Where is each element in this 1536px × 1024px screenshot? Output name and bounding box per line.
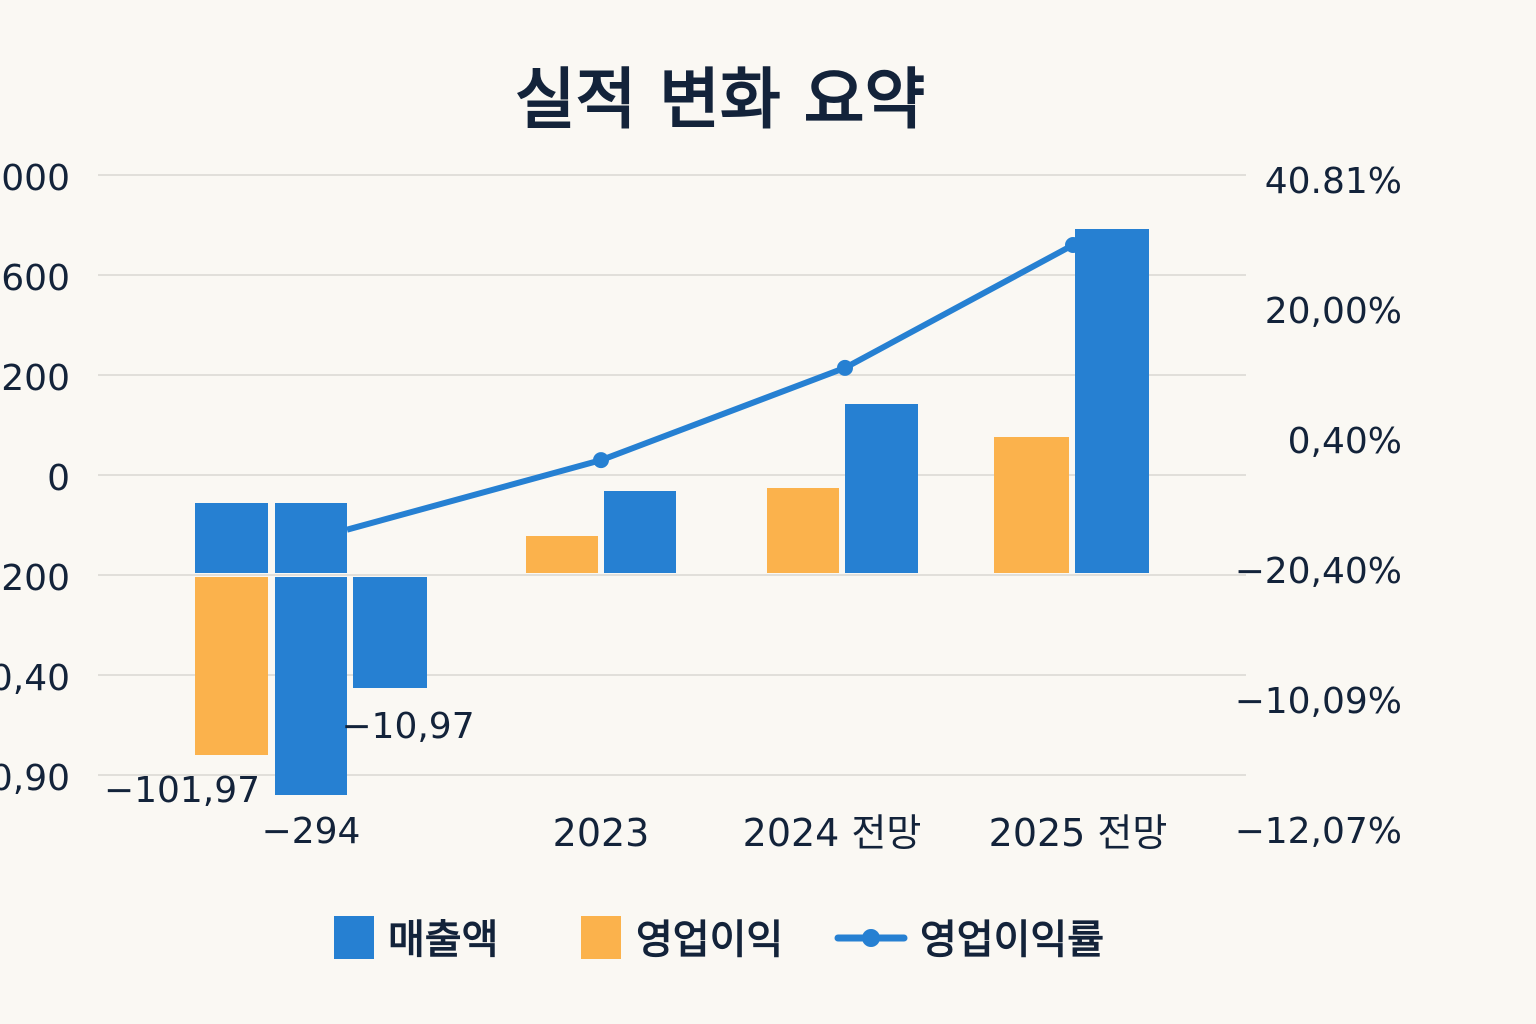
left-tick-label: 0,40 xyxy=(0,658,70,699)
bar-operating-profit xyxy=(994,437,1069,573)
category-label: 2023 xyxy=(553,811,650,855)
legend: 매출액 영업이익 영업이익률 xyxy=(334,916,1104,963)
chart-title: 실적 변화 요약 xyxy=(515,61,925,138)
left-tick-label: 600 xyxy=(1,258,70,299)
left-tick-label: 200 xyxy=(1,558,70,599)
line-point xyxy=(837,359,853,376)
legend-label: 매출액 xyxy=(388,917,498,963)
left-tick-label: 200 xyxy=(1,358,70,399)
left-tick-label: 0 xyxy=(47,458,70,499)
category-label: 2024 전망 xyxy=(743,811,922,855)
bar-operating-profit xyxy=(195,577,268,755)
line-point xyxy=(593,452,609,469)
legend-item-operating-profit[interactable]: 영업이익 xyxy=(581,916,783,963)
bar-revenue xyxy=(604,491,676,573)
bar-revenue xyxy=(275,503,347,573)
left-tick-label: 000 xyxy=(1,158,70,199)
line-point xyxy=(1065,237,1081,253)
x-axis: 2023 2024 전망 2025 전망 xyxy=(553,811,1168,855)
bar-revenue xyxy=(353,577,427,688)
bar-operating-profit xyxy=(767,488,839,573)
right-tick-label: −12,07% xyxy=(1235,811,1402,852)
legend-item-revenue[interactable]: 매출액 xyxy=(334,916,498,963)
right-tick-label: 20,00% xyxy=(1265,291,1402,332)
legend-label: 영업이익률 xyxy=(920,917,1104,963)
line-series xyxy=(346,237,1081,533)
left-tick-label: 0,90 xyxy=(0,758,70,799)
bar-revenue xyxy=(275,577,347,795)
legend-swatch xyxy=(334,916,374,959)
data-label: −10,97 xyxy=(341,706,474,747)
legend-label: 영업이익 xyxy=(636,917,783,963)
gridlines xyxy=(98,174,1246,776)
bar-operating-profit xyxy=(526,536,598,573)
legend-item-operating-margin[interactable]: 영업이익률 xyxy=(834,917,1104,963)
bar-revenue xyxy=(1075,229,1149,573)
legend-swatch xyxy=(581,916,621,959)
data-label: −101,97 xyxy=(104,770,260,811)
right-tick-label: 0,40% xyxy=(1288,421,1402,462)
legend-marker xyxy=(862,929,880,947)
bar-revenue xyxy=(845,404,918,573)
right-tick-label: −20,40% xyxy=(1235,551,1402,592)
category-label: 2025 전망 xyxy=(989,811,1168,855)
bars xyxy=(195,229,1149,795)
left-axis: 000 600 200 0 200 0,40 0,90 xyxy=(0,158,70,799)
bar-revenue xyxy=(195,503,268,573)
right-axis: 40.81% 20,00% 0,40% −20,40% −10,09% −12,07% xyxy=(1235,161,1402,852)
right-tick-label: −10,09% xyxy=(1235,681,1402,722)
right-tick-label: 40.81% xyxy=(1265,161,1402,202)
operating-margin-line xyxy=(346,242,1075,533)
data-label: −294 xyxy=(262,811,361,852)
